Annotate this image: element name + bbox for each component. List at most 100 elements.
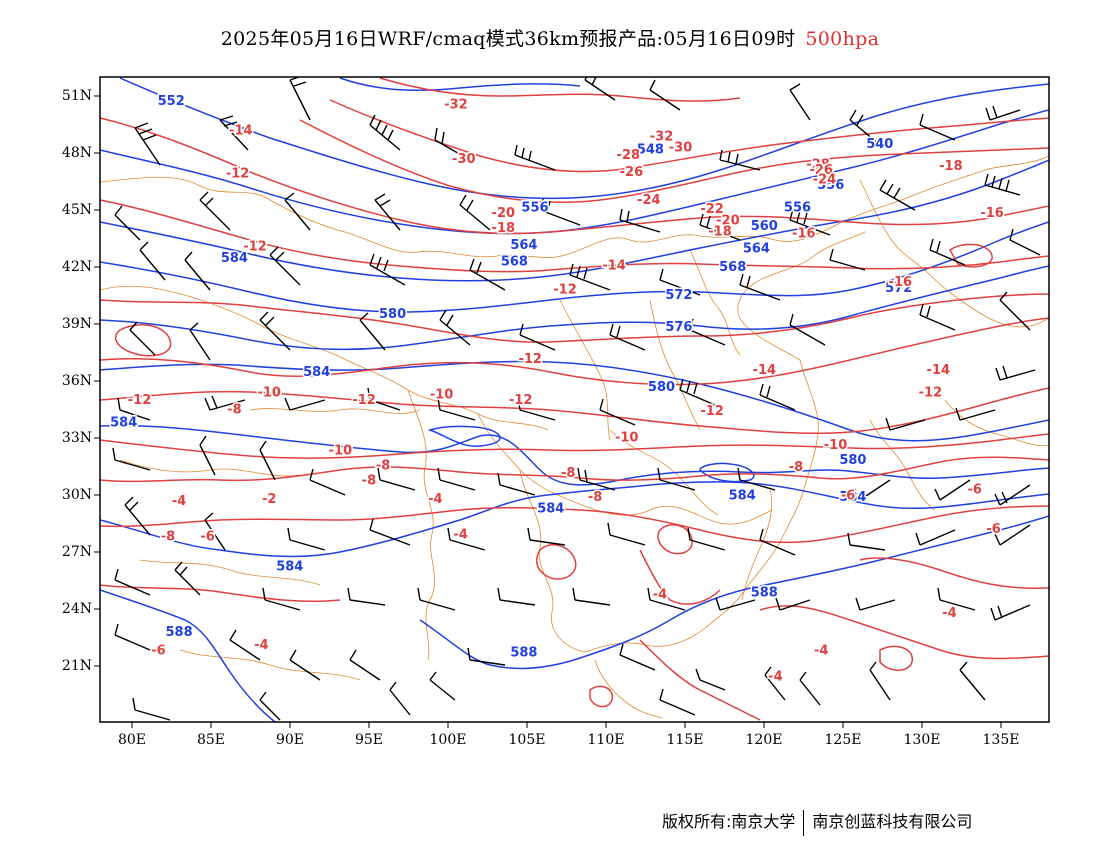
temperature-contour-label: -8 (376, 458, 390, 473)
lon-label-95e: 95E (354, 732, 384, 748)
height-contour-label: 580 (648, 380, 675, 395)
temperature-contour-label: -6 (986, 522, 1000, 537)
temperature-contour-label: -10 (615, 430, 639, 445)
temperature-contour-label: -22 (700, 202, 724, 217)
temperature-contour-label: -14 (229, 124, 253, 139)
temperature-contour-label: -12 (919, 386, 943, 401)
temperature-contour-label: -12 (352, 393, 376, 408)
lon-label-90e: 90E (275, 732, 305, 748)
temperature-contour-label: -10 (430, 387, 454, 402)
temperature-contour-label: -14 (927, 363, 951, 378)
temperature-contour-label: -12 (509, 393, 533, 408)
temperature-contour-label: -2 (262, 492, 276, 507)
height-contour-label: 556 (521, 200, 548, 215)
height-contour-label: 572 (885, 281, 912, 296)
height-contour-label: 548 (637, 142, 664, 157)
wind-barbs (112, 77, 1041, 721)
height-contour-label: 584 (276, 559, 303, 574)
temperature-contour-label: -32 (444, 98, 468, 113)
height-contour-label: 568 (719, 260, 746, 275)
height-contour-label: 568 (501, 255, 528, 270)
temperature-contour-label: -8 (227, 402, 241, 417)
temperature-contour-label: -10 (257, 386, 281, 401)
height-contour-label: 584 (303, 365, 330, 380)
height-contour-label: 564 (510, 238, 537, 253)
temperature-contours (100, 77, 1049, 721)
temperature-contour-label: -8 (789, 460, 803, 475)
lat-label-48n: 48N (61, 145, 92, 161)
height-contour-label: 572 (665, 288, 692, 303)
lat-label-24n: 24N (61, 601, 92, 617)
temperature-contour-label: -4 (254, 638, 268, 653)
lon-label-110e: 110E (587, 732, 625, 748)
lon-label-135e: 135E (982, 732, 1020, 748)
height-contour-label: 552 (158, 94, 185, 109)
lon-label-120e: 120E (745, 732, 783, 748)
temperature-contour-label: -14 (602, 258, 626, 273)
height-contour-label: 584 (729, 488, 756, 503)
temperature-contour-label: -26 (620, 165, 644, 180)
temperature-contour-label: -4 (942, 606, 956, 621)
temperature-contour-label: -4 (814, 644, 828, 659)
lat-label-51n: 51N (61, 88, 92, 104)
temperature-contour-label: -20 (716, 214, 740, 229)
lon-label-80e: 80E (117, 732, 147, 748)
temperature-contour-label: -8 (588, 490, 602, 505)
height-contour-label: 588 (166, 625, 193, 640)
title-main: 2025年05月16日WRF/cmaq模式36km预报产品:05月16日09时 (220, 28, 796, 50)
temperature-contour-label: -4 (428, 492, 442, 507)
temperature-contour-label: -30 (669, 141, 693, 156)
lon-label-125e: 125E (824, 732, 862, 748)
lat-label-45n: 45N (61, 202, 92, 218)
temperature-contour-label: -6 (151, 644, 165, 659)
temperature-contour-label: -10 (329, 443, 353, 458)
map-frame (99, 76, 1050, 723)
temperature-contour-label: -12 (243, 240, 267, 255)
temperature-contour-label: -4 (172, 494, 186, 509)
lon-label-130e: 130E (903, 732, 941, 748)
temperature-contour-label: -6 (967, 483, 981, 498)
temperature-contour-label: -6 (200, 529, 214, 544)
height-contour-label: 584 (537, 501, 564, 516)
temperature-contour-label: -26 (809, 163, 833, 178)
temperature-contour-label: -8 (561, 466, 575, 481)
temperature-contour-label: -16 (889, 275, 913, 290)
height-contour-label: 556 (817, 178, 844, 193)
height-contour-label: 588 (751, 586, 778, 601)
lon-label-105e: 105E (508, 732, 546, 748)
temperature-contour-label: -16 (980, 206, 1004, 221)
temperature-contour-label: -18 (708, 225, 732, 240)
temperature-contour-label: -24 (637, 193, 661, 208)
temperature-contour-label: -4 (653, 587, 667, 602)
temperature-contour-label: -12 (518, 352, 542, 367)
temperature-contour-label: -12 (128, 393, 152, 408)
lon-label-115e: 115E (666, 732, 704, 748)
temperature-contour-label: -10 (824, 438, 848, 453)
footer-company: 南京创蓝科技有限公司 (812, 812, 973, 831)
height-contour-label: 584 (110, 415, 137, 430)
map-title: 2025年05月16日WRF/cmaq模式36km预报产品:05月16日09时 5… (0, 24, 1100, 51)
temperature-labels: -32-32-30-30 -28-26 -28-26-24-18-24-14-12-… (126, 96, 1005, 686)
temperature-contour-label: -12 (226, 167, 250, 182)
title-level: 500hpa (805, 28, 880, 50)
temperature-contour-label: -18 (492, 221, 516, 236)
axis-ticks (94, 95, 1002, 728)
temperature-contour-label: -28 (617, 148, 641, 163)
temperature-contour-label: -20 (492, 206, 516, 221)
height-contour-label: 584 (221, 251, 248, 266)
copyright-footer: 版权所有:南京大学 南京创蓝科技有限公司 (662, 808, 972, 836)
temperature-contour-label: -8 (362, 473, 376, 488)
temperature-contour-label: -12 (700, 404, 724, 419)
temperature-contour-label: -8 (161, 529, 175, 544)
height-contour-label: 580 (379, 307, 406, 322)
height-contour-label: 576 (665, 320, 692, 335)
temperature-contour-label: -12 (553, 283, 577, 298)
lat-label-36n: 36N (61, 373, 92, 389)
temperature-contour-label: -4 (768, 670, 782, 685)
height-contour-label: 560 (751, 219, 778, 234)
lon-label-100e: 100E (429, 732, 467, 748)
temperature-contour-label: -14 (753, 363, 777, 378)
temperature-contour-label: -6 (841, 488, 855, 503)
height-contour-label: 584 (839, 490, 866, 505)
